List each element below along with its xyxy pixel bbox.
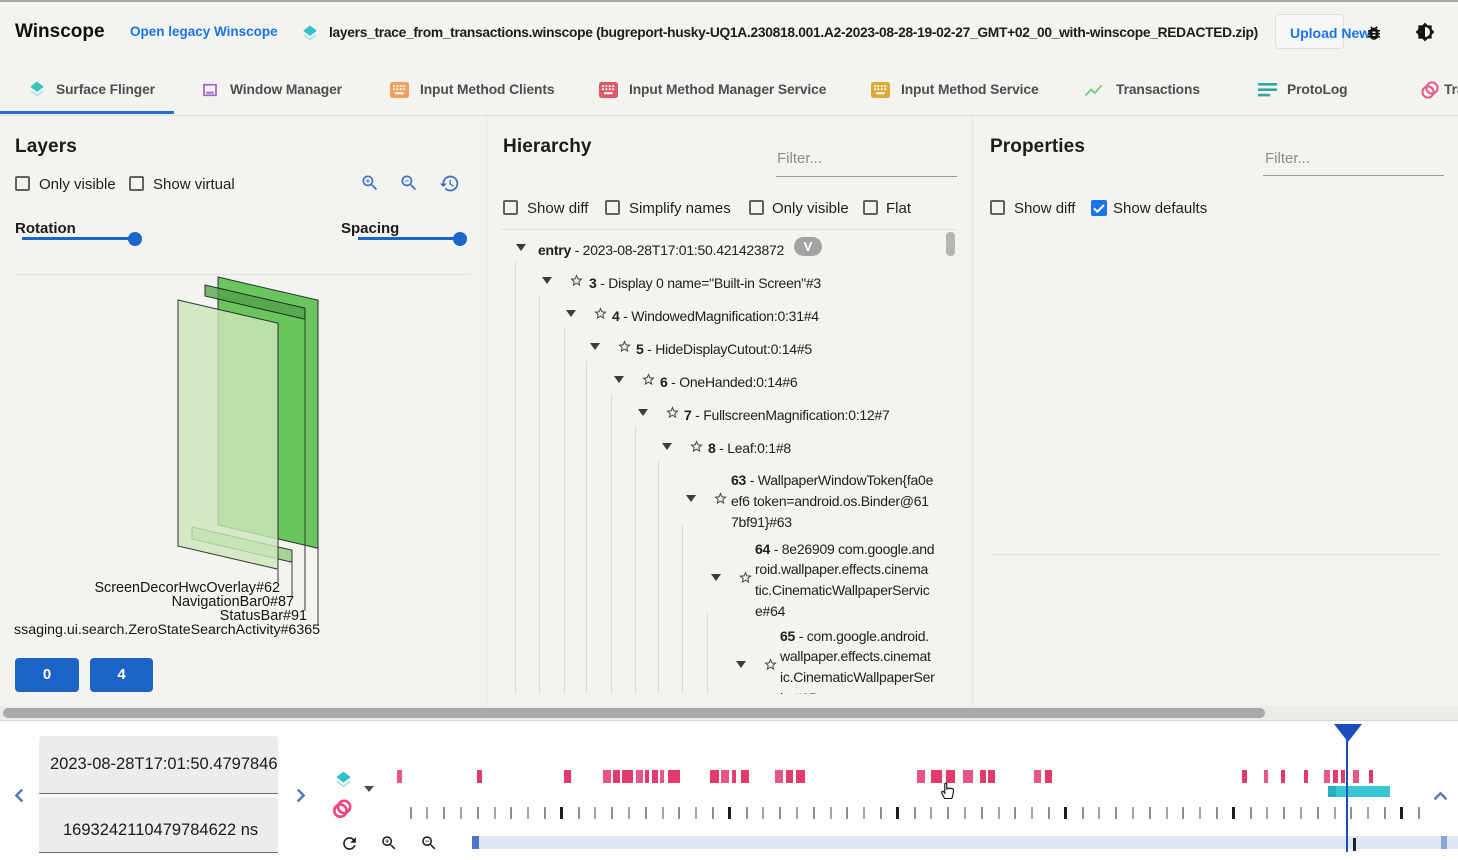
svg-text:NavigationBar0#87: NavigationBar0#87: [172, 594, 294, 610]
svg-text:ScreenDecorHwcOverlay#62: ScreenDecorHwcOverlay#62: [94, 580, 280, 596]
svg-text:StatusBar#91: StatusBar#91: [220, 608, 307, 624]
svg-text:ssaging.ui.search.ZeroStateSea: ssaging.ui.search.ZeroStateSearchActivit…: [14, 622, 320, 638]
